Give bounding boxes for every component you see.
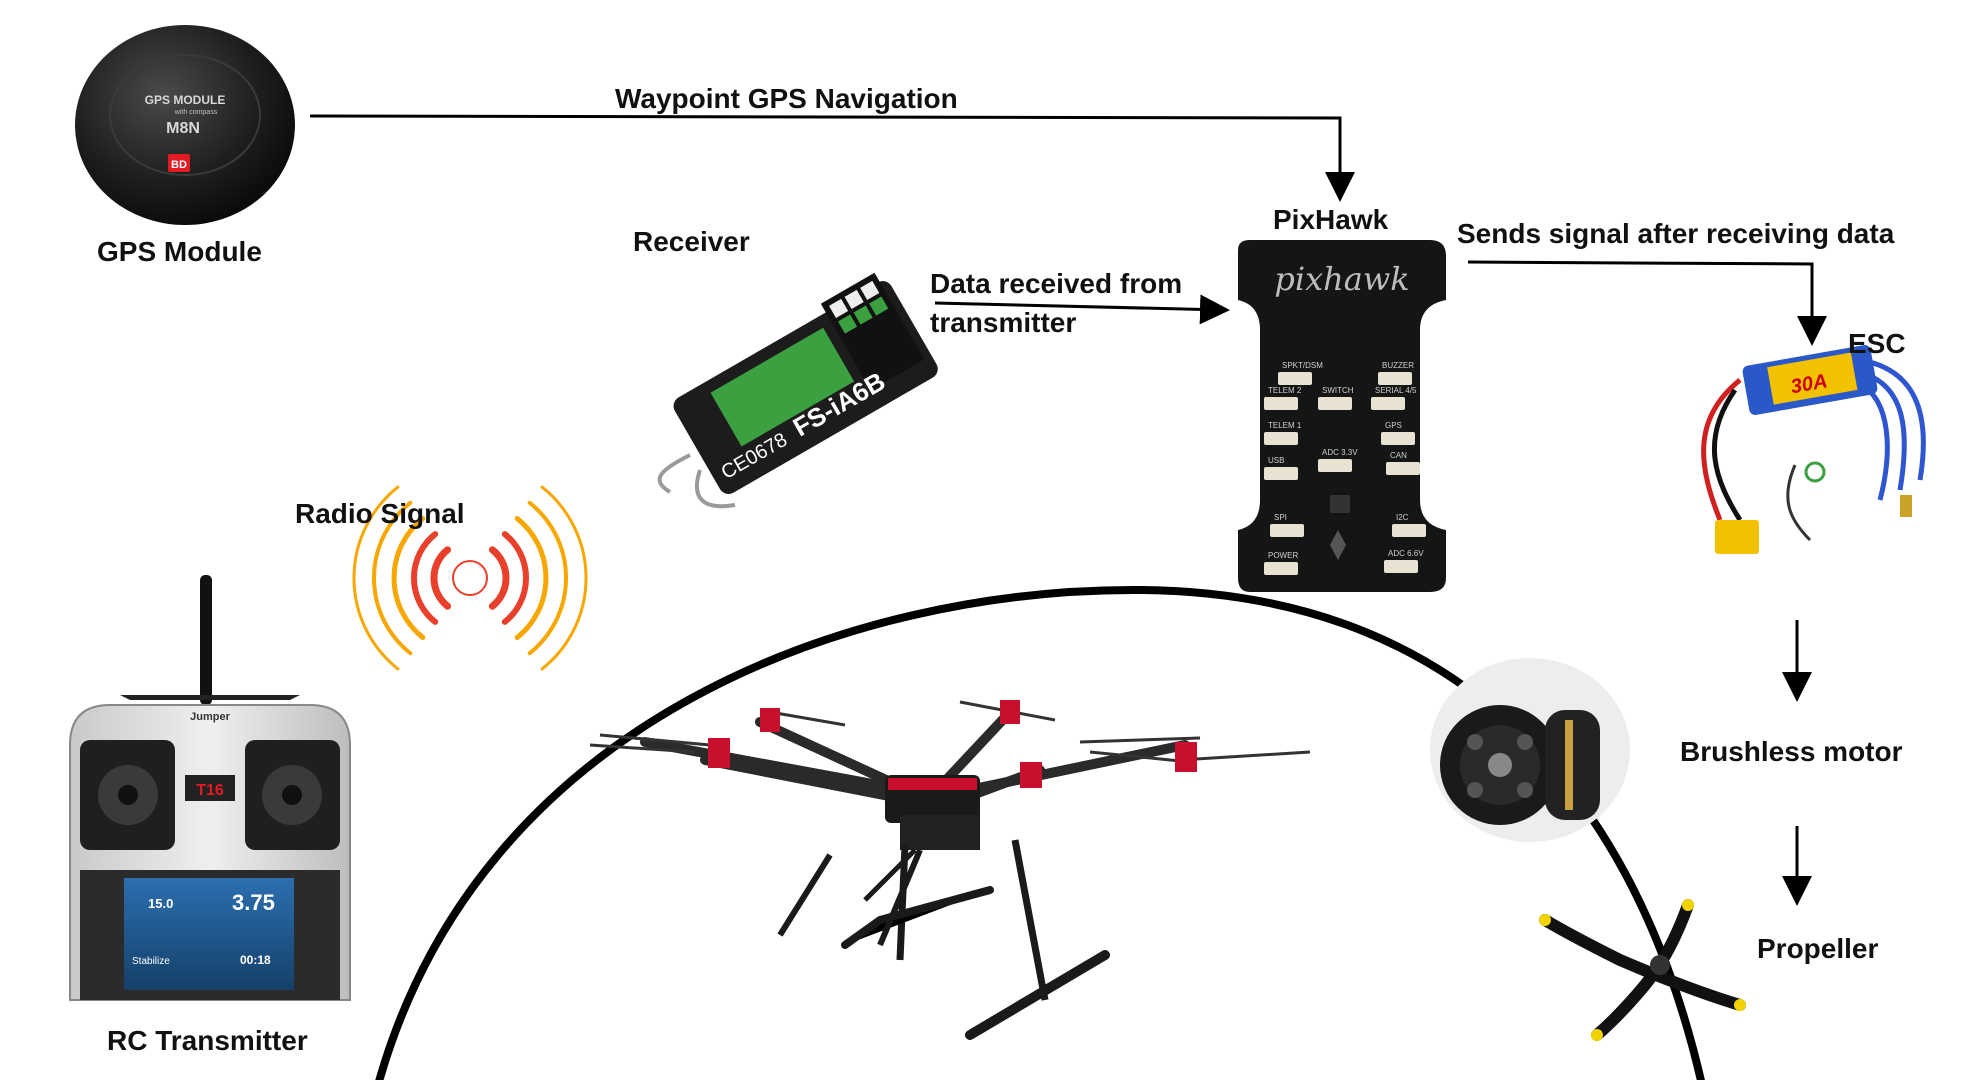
pixhawk-port-label: SWITCH [1322, 386, 1354, 395]
gps-module-label: GPS Module [97, 236, 262, 267]
edge-label-gps-to-pixhawk: Waypoint GPS Navigation [615, 83, 958, 114]
radio-wave-arc [411, 531, 439, 625]
transmitter-mode-print: Stabilize [132, 956, 170, 967]
radio-wave-arc [527, 500, 569, 656]
pixhawk-label: PixHawk [1273, 204, 1389, 235]
receiver-device: FS-iA6B CE0678 [657, 272, 938, 509]
receiver-label: Receiver [633, 226, 750, 257]
pixhawk-port-connector [1384, 560, 1418, 573]
pixhawk-port-connector [1378, 372, 1412, 385]
edge-label-pixhawk-to-esc: Sends signal after receiving data [1457, 218, 1895, 249]
pixhawk-logo-print: pixhawk [1274, 260, 1409, 298]
radio-wave-arc [514, 516, 549, 640]
pixhawk-port-label: CAN [1390, 451, 1407, 460]
rc-transmitter-device: Jumper T16 15.0 3.75 00:18 Stabilize [69, 575, 351, 1001]
propeller-device [1539, 899, 1746, 1041]
pixhawk-port-connector [1386, 462, 1420, 475]
pixhawk-port-grid: SPKT/DSM BUZZER TELEM 2 SWITCH SERIAL 4/5 TEL… [1264, 361, 1426, 575]
radio-wave-arc [430, 546, 452, 610]
pixhawk-port-label: TELEM 1 [1268, 421, 1302, 430]
radio-wave-arc [371, 500, 413, 656]
pixhawk-port-label: GPS [1385, 421, 1402, 430]
pixhawk-port-label: ADC 6.6V [1388, 549, 1424, 558]
hexacopter-drone [589, 700, 1311, 1040]
brushless-motor-label: Brushless motor [1680, 736, 1903, 767]
radio-wave-arc [352, 485, 400, 671]
pixhawk-port-label: ADC 3.3V [1322, 448, 1358, 457]
radio-wave-arc [540, 485, 588, 671]
esc-label: ESC [1848, 328, 1906, 359]
arrow-gps-to-pixhawk [309, 114, 1355, 202]
radio-signal-icon [352, 485, 588, 671]
edge-label-receiver-line2: transmitter [930, 307, 1077, 338]
gps-badge-print: BD [171, 159, 187, 171]
radio-signal-label: Radio Signal [295, 498, 465, 529]
transmitter-model-print: T16 [196, 782, 224, 799]
radio-wave-arc [501, 531, 529, 625]
pixhawk-port-connector [1270, 524, 1304, 537]
pixhawk-port-label: TELEM 2 [1268, 386, 1302, 395]
arrow-receiver-to-pixhawk [934, 294, 1230, 325]
arrow-pixhawk-to-esc [1467, 260, 1827, 346]
gps-module-device: GPS MODULE with compass M8N BD [75, 25, 295, 225]
radio-waves [352, 485, 588, 671]
pixhawk-port-label: SERIAL 4/5 [1375, 386, 1417, 395]
pixhawk-port-connector [1392, 524, 1426, 537]
pixhawk-port-connector [1264, 432, 1298, 445]
propeller-label: Propeller [1757, 933, 1879, 964]
pixhawk-port-connector [1264, 562, 1298, 575]
radio-wave-arc [391, 516, 426, 640]
pixhawk-port-label: SPI [1274, 513, 1287, 522]
gps-module-subprint: with compass [174, 109, 218, 116]
transmitter-brand-print: Jumper [190, 711, 230, 723]
pixhawk-port-connector [1381, 432, 1415, 445]
pixhawk-port-label: BUZZER [1382, 361, 1414, 370]
pixhawk-port-connector [1318, 459, 1352, 472]
pixhawk-port-label: I2C [1396, 513, 1409, 522]
connectors [309, 114, 1827, 906]
transmitter-readout-2: 3.75 [232, 890, 275, 915]
rc-transmitter-label: RC Transmitter [107, 1025, 308, 1056]
pixhawk-port-connector [1278, 372, 1312, 385]
transmitter-readout-3: 00:18 [240, 953, 271, 967]
pixhawk-port-label: POWER [1268, 551, 1298, 560]
edge-label-receiver-line1: Data received from [930, 268, 1183, 299]
pixhawk-port-label: USB [1268, 456, 1284, 465]
pixhawk-port-connector [1264, 467, 1298, 480]
brushless-motor-device [1430, 658, 1630, 842]
gps-model-print: M8N [166, 120, 200, 137]
transmitter-readout-1: 15.0 [148, 896, 173, 911]
pixhawk-device: pixhawk SPKT/DSM BUZZER TELEM 2 SWITCH SERIA… [1238, 240, 1446, 592]
pixhawk-port-label: SPKT/DSM [1282, 361, 1323, 370]
pixhawk-port-connector [1371, 397, 1405, 410]
esc-device: 30A [1701, 345, 1926, 554]
pixhawk-port-connector [1318, 397, 1352, 410]
radio-wave-arc [488, 546, 510, 610]
gps-module-print: GPS MODULE [145, 93, 226, 107]
pixhawk-port-connector [1264, 397, 1298, 410]
